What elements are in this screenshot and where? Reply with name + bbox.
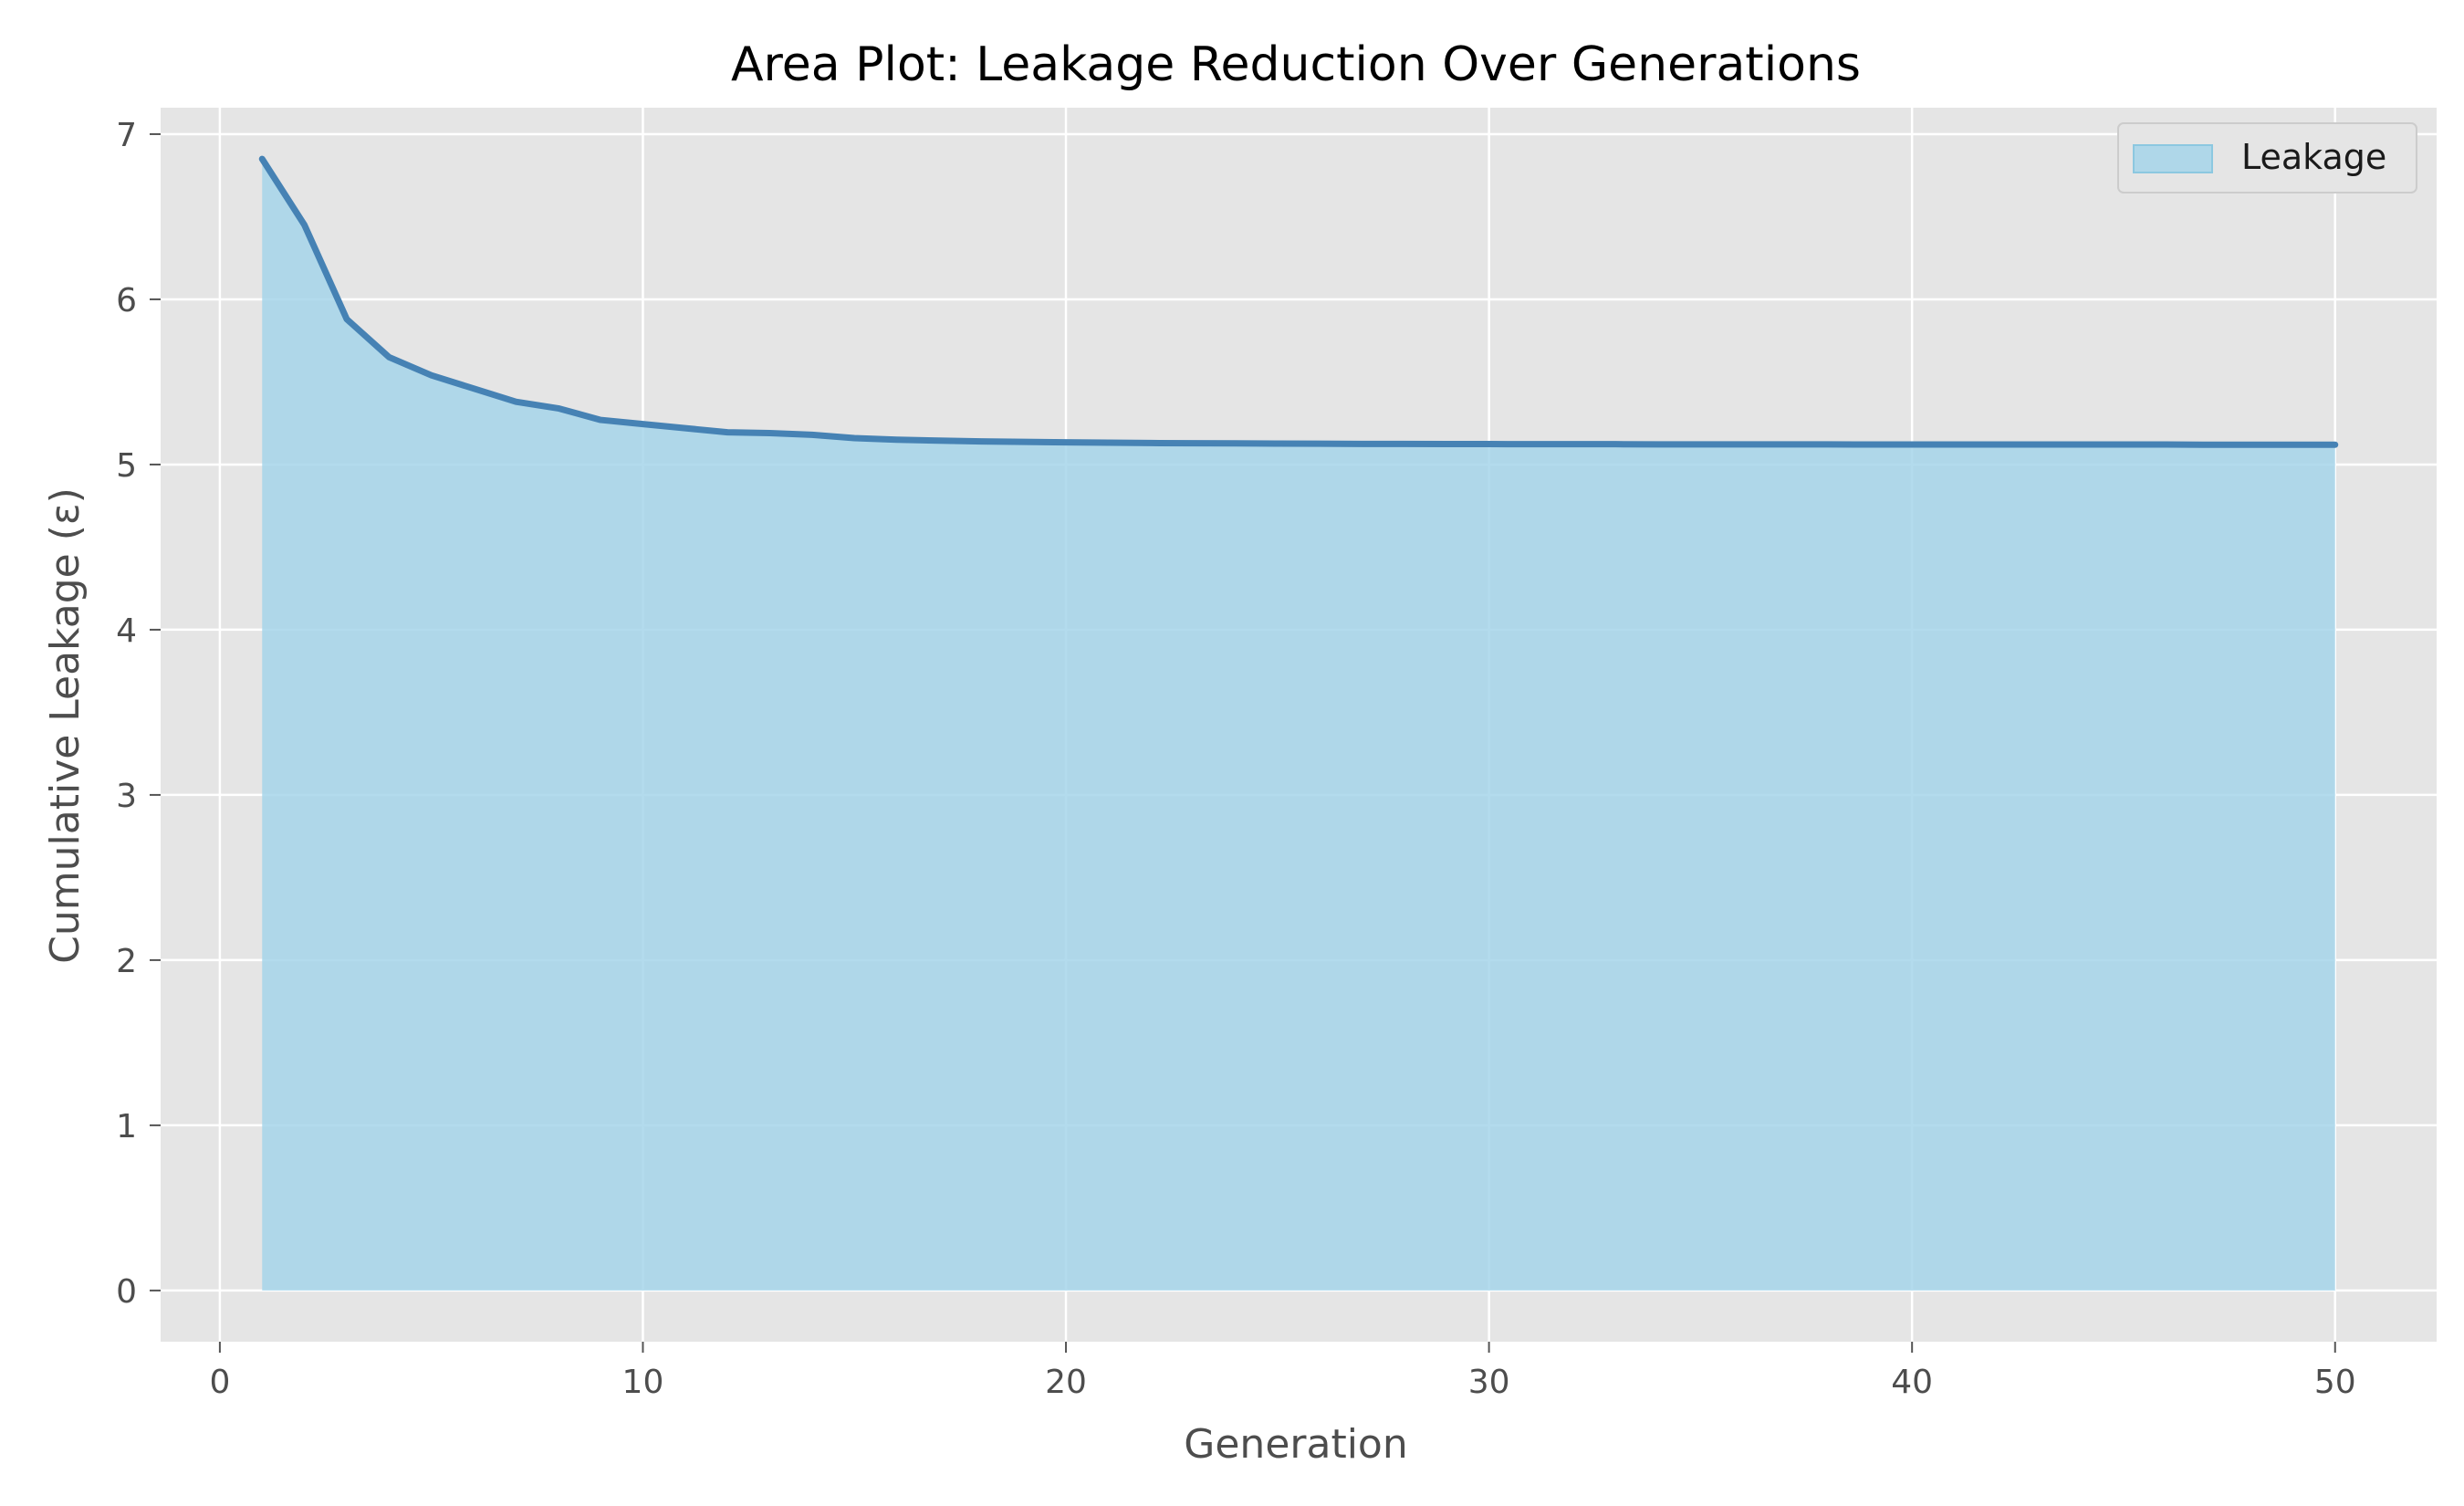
data-point — [1276, 442, 1279, 444]
x-axis-label: Generation — [1184, 1421, 1407, 1468]
data-point — [726, 431, 729, 434]
data-point — [1530, 443, 1532, 445]
data-point — [980, 440, 983, 443]
y-tick-label: 5 — [116, 447, 137, 485]
data-point — [1149, 442, 1152, 444]
data-point — [303, 224, 306, 226]
data-point — [2292, 444, 2294, 446]
data-point — [1361, 443, 1363, 445]
legend-label: Leakage — [2241, 137, 2386, 177]
data-point — [1699, 443, 1702, 445]
legend-box — [2117, 122, 2417, 193]
x-tick-label: 20 — [1045, 1364, 1087, 1401]
data-point — [1065, 441, 1068, 444]
data-point — [684, 427, 686, 430]
data-point — [473, 387, 475, 390]
leakage-line — [258, 155, 2339, 448]
x-tick-label: 50 — [2314, 1364, 2356, 1401]
data-point — [1403, 443, 1405, 445]
data-point — [1741, 443, 1744, 445]
data-point — [1995, 444, 1998, 446]
data-point — [1657, 443, 1660, 445]
data-point — [600, 419, 602, 422]
y-tick-label: 4 — [116, 612, 137, 650]
data-point — [768, 432, 771, 434]
x-tick-label: 40 — [1891, 1364, 1933, 1401]
data-point — [1192, 442, 1195, 444]
data-point — [2250, 444, 2252, 446]
legend-swatch — [2133, 144, 2213, 173]
x-tick-label: 0 — [209, 1364, 230, 1401]
y-tick-label: 7 — [116, 117, 137, 154]
data-point — [1446, 443, 1448, 445]
data-point — [1107, 442, 1110, 444]
data-point — [2080, 444, 2083, 446]
y-tick-label: 1 — [116, 1108, 137, 1145]
data-point — [1784, 443, 1787, 445]
data-point — [261, 158, 264, 161]
y-tick-label: 0 — [116, 1273, 137, 1311]
x-tick-label: 10 — [622, 1364, 664, 1401]
data-point — [2122, 444, 2125, 446]
data-point — [1234, 442, 1237, 444]
data-point — [430, 374, 433, 377]
x-axis-ticks: 0 10 20 30 40 50 — [209, 1342, 2356, 1401]
area-layer — [258, 155, 2339, 1291]
data-point — [388, 356, 391, 359]
data-point — [937, 439, 940, 442]
data-point — [810, 434, 813, 436]
legend: Leakage — [2117, 122, 2417, 193]
data-point — [642, 423, 644, 425]
data-point — [557, 407, 559, 410]
data-point — [1953, 444, 1956, 446]
y-axis-label: Cumulative Leakage (ε) — [42, 487, 89, 964]
data-point — [1868, 444, 1871, 446]
x-tick-label: 30 — [1468, 1364, 1510, 1401]
data-point — [345, 318, 348, 320]
data-point — [1488, 443, 1490, 445]
y-axis-ticks: 0 1 2 3 4 5 6 7 — [116, 117, 161, 1311]
data-point — [895, 438, 898, 441]
data-point — [1614, 443, 1617, 445]
data-point — [1022, 441, 1025, 444]
data-point — [853, 436, 856, 439]
chart-title: Area Plot: Leakage Reduction Over Genera… — [731, 37, 1861, 92]
data-point — [2207, 444, 2209, 446]
data-point — [1911, 444, 1914, 446]
data-point — [1826, 443, 1829, 445]
data-point — [2333, 444, 2336, 446]
y-tick-label: 6 — [116, 282, 137, 319]
data-point — [2165, 444, 2167, 446]
data-point — [515, 401, 517, 403]
y-tick-label: 2 — [116, 943, 137, 980]
y-tick-label: 3 — [116, 778, 137, 815]
data-point — [2038, 444, 2041, 446]
leakage-area — [262, 159, 2335, 1291]
data-point — [1319, 443, 1321, 445]
data-point — [1572, 443, 1575, 445]
